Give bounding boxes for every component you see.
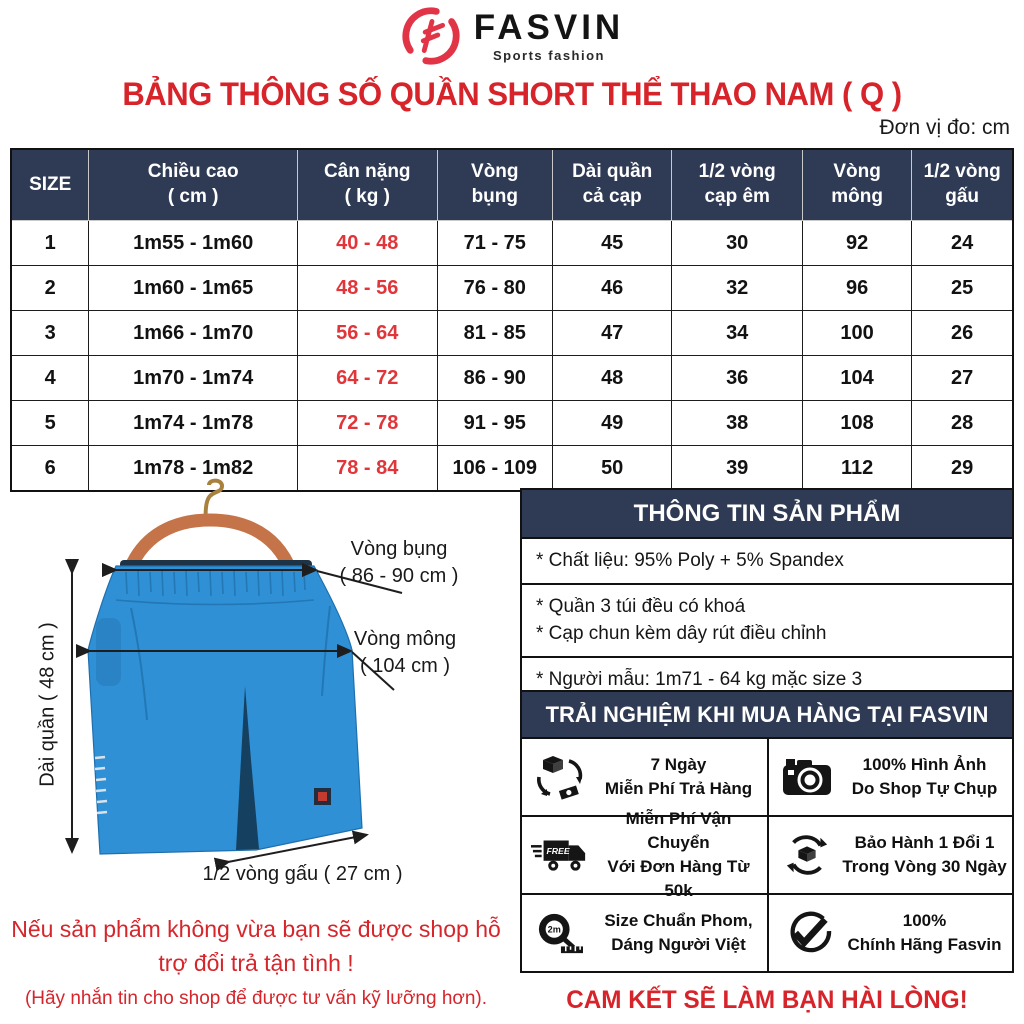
table-cell: 24 (911, 220, 1014, 266)
unit-note: Đơn vị đo: cm (879, 116, 1010, 139)
table-cell: 48 - 56 (296, 265, 438, 311)
table-row: 6 1m78 - 1m82 78 - 84 106 - 109 50 39 11… (10, 445, 1014, 492)
exchange-warranty-icon (777, 832, 837, 878)
table-cell: 81 - 85 (436, 310, 553, 356)
svg-text:FREE: FREE (546, 846, 570, 856)
camera-icon (777, 753, 837, 801)
table-cell: 46 (551, 265, 673, 311)
column-header-weight: Cân nặng( kg ) (296, 148, 438, 221)
product-info-features: * Quần 3 túi đều có khoá * Cạp chun kèm … (522, 582, 1012, 656)
size-table: SIZE Chiều cao( cm ) Cân nặng( kg ) Vòng… (10, 148, 1014, 492)
product-info-material: * Chất liệu: 95% Poly + 5% Spandex (522, 537, 1012, 583)
experience-cell-sizing: 2m Size Chuẩn Phom, Dáng Người Việt (522, 893, 767, 971)
free-shipping-truck-icon: FREE (530, 833, 590, 877)
table-cell: 40 - 48 (296, 220, 438, 266)
table-cell: 29 (911, 445, 1014, 492)
table-cell: 56 - 64 (296, 310, 438, 356)
column-header-hip: Vòng mông (801, 148, 913, 221)
page-title: BẢNG THÔNG SỐ QUẦN SHORT THỂ THAO NAM ( … (122, 76, 902, 112)
return-package-icon (530, 753, 590, 801)
table-cell: 100 (801, 310, 913, 356)
table-cell: 50 (551, 445, 673, 492)
experience-cell-shipping: FREE Miễn Phí Vận Chuyển Với Đơn Hàng Từ… (522, 809, 767, 900)
table-cell: 39 (671, 445, 803, 492)
experience-cell-warranty: Bảo Hành 1 Đổi 1 Trong Vòng 30 Ngày (767, 815, 1012, 893)
table-cell: 45 (551, 220, 673, 266)
table-cell: 108 (801, 400, 913, 446)
experience-cell-authentic: 100% Chính Hãng Fasvin (767, 893, 1012, 971)
table-cell: 6 (10, 445, 90, 492)
experience-cell-return: 7 Ngày Miễn Phí Trả Hàng (522, 737, 767, 815)
verified-check-icon (777, 910, 837, 956)
table-cell: 32 (671, 265, 803, 311)
commitment-slogan: CAM KẾT SẼ LÀM BẠN HÀI LÒNG! (566, 986, 968, 1014)
table-cell: 5 (10, 400, 90, 446)
table-cell: 112 (801, 445, 913, 492)
table-row: 4 1m70 - 1m74 64 - 72 86 - 90 48 36 104 … (10, 355, 1014, 401)
table-cell: 49 (551, 400, 673, 446)
table-cell: 1m70 - 1m74 (88, 355, 298, 401)
brand-tagline: Sports fashion (492, 48, 605, 63)
table-cell: 96 (801, 265, 913, 311)
fasvin-logo-icon (402, 7, 460, 65)
product-info-title: THÔNG TIN SẢN PHẨM (522, 490, 1012, 537)
experience-title: TRẢI NGHIỆM KHI MUA HÀNG TẠI FASVIN (522, 692, 1012, 737)
hip-annotation: Vòng mông ( 104 cm ) (353, 628, 457, 677)
hem-annotation: 1/2 vòng gấu ( 27 cm ) (202, 863, 403, 885)
table-cell: 1 (10, 220, 90, 266)
shorts-body (87, 565, 363, 855)
table-cell: 47 (551, 310, 673, 356)
table-cell: 1m55 - 1m60 (88, 220, 298, 266)
column-header-half-waistband: 1/2 vòng cạp êm (671, 148, 803, 221)
table-cell: 91 - 95 (436, 400, 553, 446)
column-header-half-hem: 1/2 vòng gấu (911, 148, 1014, 221)
column-header-height: Chiều cao( cm ) (88, 148, 298, 221)
column-header-length: Dài quần cả cạp (551, 148, 673, 221)
table-cell: 3 (10, 310, 90, 356)
wooden-hanger (119, 513, 301, 587)
table-cell: 1m60 - 1m65 (88, 265, 298, 311)
brand-logo: FASVIN Sports fashion (0, 5, 1024, 67)
table-cell: 27 (911, 355, 1014, 401)
table-cell: 38 (671, 400, 803, 446)
table-cell: 64 - 72 (296, 355, 438, 401)
table-cell: 106 - 109 (436, 445, 553, 492)
table-cell: 71 - 75 (436, 220, 553, 266)
svg-text:2m: 2m (548, 925, 561, 935)
table-cell: 36 (671, 355, 803, 401)
table-cell: 28 (911, 400, 1014, 446)
shorts-product-illustration (65, 478, 403, 872)
table-cell: 4 (10, 355, 90, 401)
brand-name: FASVIN (473, 8, 625, 47)
table-cell: 72 - 78 (296, 400, 438, 446)
table-cell: 25 (911, 265, 1014, 311)
table-cell: 86 - 90 (436, 355, 553, 401)
table-row: 2 1m60 - 1m65 48 - 56 76 - 80 46 32 96 2… (10, 265, 1014, 311)
table-row: 1 1m55 - 1m60 40 - 48 71 - 75 45 30 92 2… (10, 220, 1014, 266)
table-row: 5 1m74 - 1m78 72 - 78 91 - 95 49 38 108 … (10, 400, 1014, 446)
table-cell: 2 (10, 265, 90, 311)
return-support-note: Nếu sản phẩm không vừa bạn sẽ được shop … (11, 916, 501, 1009)
table-cell: 1m66 - 1m70 (88, 310, 298, 356)
shopping-experience-box: TRẢI NGHIỆM KHI MUA HÀNG TẠI FASVIN (520, 690, 1014, 973)
length-annotation: Dài quần ( 48 cm ) (36, 622, 59, 787)
hanger-hook (203, 478, 225, 525)
table-cell: 48 (551, 355, 673, 401)
table-cell: 26 (911, 310, 1014, 356)
column-header-waist: Vòng bụng (436, 148, 553, 221)
column-header-size: SIZE (10, 148, 90, 221)
waist-annotation: Vòng bụng ( 86 - 90 cm ) (339, 538, 459, 587)
table-cell: 76 - 80 (436, 265, 553, 311)
table-cell: 34 (671, 310, 803, 356)
table-header-row: SIZE Chiều cao( cm ) Cân nặng( kg ) Vòng… (10, 148, 1014, 221)
table-cell: 92 (801, 220, 913, 266)
table-cell: 104 (801, 355, 913, 401)
table-row: 3 1m66 - 1m70 56 - 64 81 - 85 47 34 100 … (10, 310, 1014, 356)
experience-cell-photos: 100% Hình Ảnh Do Shop Tự Chụp (767, 737, 1012, 815)
table-cell: 1m74 - 1m78 (88, 400, 298, 446)
measuring-tape-icon: 2m (530, 910, 590, 956)
table-cell: 30 (671, 220, 803, 266)
table-cell: 1m78 - 1m82 (88, 445, 298, 492)
